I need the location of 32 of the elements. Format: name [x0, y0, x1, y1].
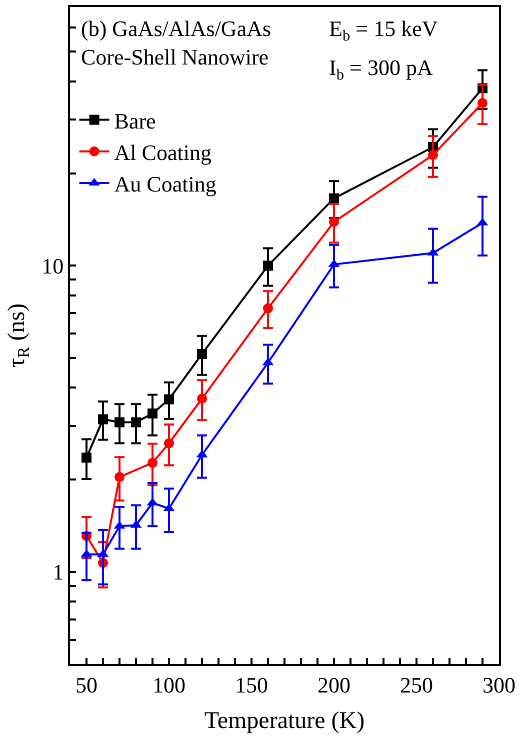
x-tick-label: 150	[235, 672, 268, 698]
x-tick-label: 200	[318, 672, 350, 698]
point	[82, 452, 92, 463]
legend-label: Al Coating	[114, 140, 212, 165]
x-tick-label: 100	[152, 672, 186, 698]
point	[148, 458, 158, 468]
legend-label: Au Coating	[114, 172, 216, 197]
point	[148, 408, 158, 419]
annotation: I$_{b}$ = 300 pA	[329, 55, 433, 84]
point	[329, 216, 339, 227]
point	[98, 414, 108, 424]
point	[478, 98, 488, 108]
legend-label: Bare	[114, 108, 156, 134]
x-tick-label: 50	[76, 672, 98, 698]
x-axis-title: Temperature (K)	[204, 708, 365, 734]
annotation: E$_{b}$ = 15 keV	[329, 16, 438, 45]
y-tick-label: 1	[52, 560, 64, 585]
point	[197, 348, 207, 359]
x-tick-label: 300	[482, 672, 516, 698]
point	[329, 193, 339, 204]
point	[197, 394, 207, 404]
point	[164, 438, 174, 448]
point	[428, 150, 438, 160]
point	[114, 417, 124, 428]
point	[263, 260, 273, 271]
annotation: (b) GaAs/AlAs/GaAs Core-Shell Nanowire	[81, 16, 272, 70]
point	[131, 417, 141, 428]
point	[114, 472, 124, 482]
point	[164, 394, 174, 404]
x-tick-label: 250	[400, 672, 433, 698]
y-tick-label: 10	[42, 253, 64, 278]
point	[263, 303, 273, 314]
